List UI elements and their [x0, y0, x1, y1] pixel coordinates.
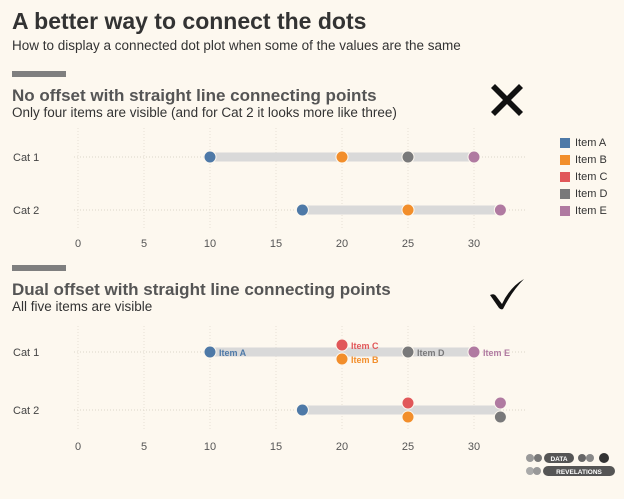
x-tick-label: 15: [270, 441, 282, 453]
x-tick-label: 10: [204, 238, 216, 250]
logo-text-data: DATA: [550, 456, 567, 463]
dot-item-c: [401, 396, 415, 410]
category-label: Cat 1: [13, 152, 39, 164]
logo-text-revelations: REVELATIONS: [556, 469, 602, 476]
data-label: Item C: [351, 341, 379, 351]
chart-panel-2: 0 5 10 15 20 25 30 Cat 1 Cat 2 Item A Item C Item B…: [13, 326, 525, 453]
data-label: Item B: [351, 355, 379, 365]
chart-panel-1: 0 5 10 15 20 25 30 Cat 1 Cat 2: [13, 128, 525, 250]
section2-title: Dual offset with straight line connectin…: [12, 280, 391, 299]
x-tick-label: 5: [141, 238, 147, 250]
logo-graphic: DATA REVELATIONS: [526, 453, 615, 476]
category-label: Cat 2: [13, 405, 39, 417]
legend-swatch: [560, 171, 570, 182]
legend-label: Item B: [575, 153, 607, 166]
dot-item-b: [335, 150, 349, 164]
dot-item-b: [335, 352, 349, 366]
x-tick-label: 20: [336, 238, 348, 250]
section2-accent-bar: [12, 265, 66, 271]
section1-title: No offset with straight line connecting …: [12, 86, 377, 105]
legend: Item A Item B Item C Item D Item E: [560, 134, 607, 219]
cross-mark-icon: [491, 84, 523, 116]
page-title: A better way to connect the dots: [12, 8, 367, 34]
dot-item-b: [401, 410, 415, 424]
page-subtitle: How to display a connected dot plot when…: [12, 38, 461, 53]
x-tick-label: 5: [141, 441, 147, 453]
dot-item-e: [493, 396, 507, 410]
legend-label: Item C: [575, 170, 608, 183]
dot-item-e: [467, 150, 481, 164]
category-label: Cat 1: [13, 347, 39, 359]
legend-label: Item A: [575, 136, 607, 149]
section1-subtitle: Only four items are visible (and for Cat…: [12, 105, 397, 120]
x-tick-label: 10: [204, 441, 216, 453]
section1-accent-bar: [12, 71, 66, 77]
legend-item: Item A: [560, 134, 607, 151]
legend-swatch: [560, 188, 570, 199]
x-tick-label: 30: [468, 238, 480, 250]
dot-item-a: [295, 403, 309, 417]
section2-subtitle: All five items are visible: [12, 299, 153, 314]
x-tick-label: 30: [468, 441, 480, 453]
check-mark-icon: [490, 279, 524, 310]
x-tick-label: 15: [270, 238, 282, 250]
dot-item-e: [467, 345, 481, 359]
dot-item-d: [493, 410, 507, 424]
legend-item: Item C: [560, 168, 607, 185]
dot-item-e: [493, 203, 507, 217]
dot-item-d: [401, 150, 415, 164]
x-tick-label: 0: [75, 238, 81, 250]
data-label: Item E: [483, 348, 510, 358]
category-label: Cat 2: [13, 205, 39, 217]
x-tick-label: 0: [75, 441, 81, 453]
dot-item-b: [401, 203, 415, 217]
dot-item-a: [203, 345, 217, 359]
data-revelations-logo: DATA REVELATIONS: [524, 452, 616, 478]
legend-item: Item E: [560, 202, 607, 219]
data-label: Item D: [417, 348, 445, 358]
legend-swatch: [560, 154, 570, 165]
legend-label: Item D: [575, 187, 608, 200]
dot-item-d: [401, 345, 415, 359]
dot-item-a: [295, 203, 309, 217]
legend-item: Item D: [560, 185, 607, 202]
data-label: Item A: [219, 348, 247, 358]
legend-item: Item B: [560, 151, 607, 168]
dot-item-a: [203, 150, 217, 164]
x-tick-label: 25: [402, 441, 414, 453]
dot-item-c: [335, 338, 349, 352]
x-tick-label: 20: [336, 441, 348, 453]
legend-swatch: [560, 205, 570, 216]
legend-label: Item E: [575, 204, 607, 217]
x-tick-label: 25: [402, 238, 414, 250]
legend-swatch: [560, 137, 570, 148]
